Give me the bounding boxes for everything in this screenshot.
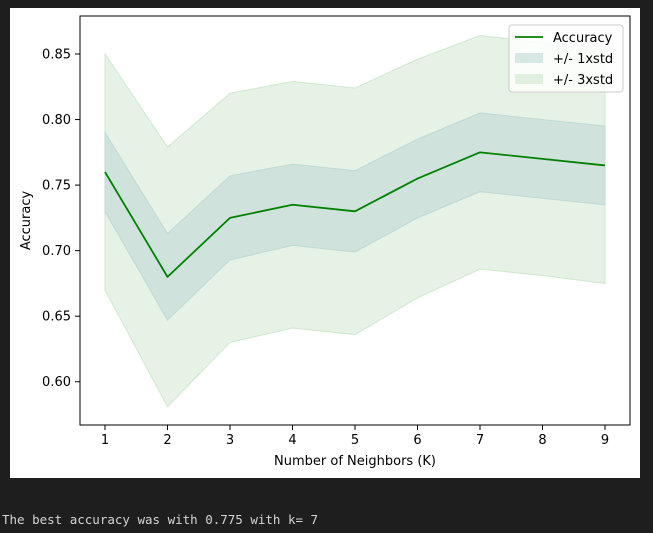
x-tick-label: 2 [163,433,171,448]
chart-figure: 1 2 3 4 5 6 7 8 9 0.60 0.65 0.70 0.75 0.80 0.85 Numbe… [10,8,640,478]
chart-svg: 1 2 3 4 5 6 7 8 9 0.60 0.65 0.70 0.75 0.80 0.85 Numbe… [19,15,631,469]
x-axis-ticks: 1 2 3 4 5 6 7 8 9 [101,425,609,448]
x-tick-label: 4 [288,433,296,448]
legend: Accuracy +/- 1xstd +/- 3xstd [508,24,624,93]
legend-item-accuracy-label: Accuracy [553,31,613,46]
legend-item-one-std-swatch [515,53,543,63]
x-tick-label: 5 [351,433,359,448]
legend-item-three-std-swatch [515,74,543,84]
legend-item-three-std-label: +/- 3xstd [553,73,613,88]
y-tick-label: 0.70 [42,244,71,259]
y-tick-label: 0.65 [42,310,71,325]
x-tick-label: 7 [476,433,484,448]
confidence-bands [104,35,606,408]
legend-item-one-std-label: +/- 1xstd [553,52,613,67]
band-one-std [104,112,606,321]
y-tick-label: 0.80 [42,113,71,128]
x-tick-label: 1 [101,433,109,448]
y-axis-label: Accuracy [19,191,34,251]
console-output: The best accuracy was with 0.775 with k=… [2,512,319,527]
x-tick-label: 8 [538,433,546,448]
x-tick-label: 6 [413,433,421,448]
series-line-accuracy [104,151,606,278]
x-tick-label: 3 [226,433,234,448]
x-axis-label: Number of Neighbors (K) [274,454,436,469]
y-axis-ticks: 0.60 0.65 0.70 0.75 0.80 0.85 [42,48,80,390]
x-tick-label: 9 [601,433,609,448]
y-tick-label: 0.85 [42,48,71,63]
y-tick-label: 0.75 [42,179,71,194]
y-tick-label: 0.60 [42,375,71,390]
series-lines [104,151,606,278]
